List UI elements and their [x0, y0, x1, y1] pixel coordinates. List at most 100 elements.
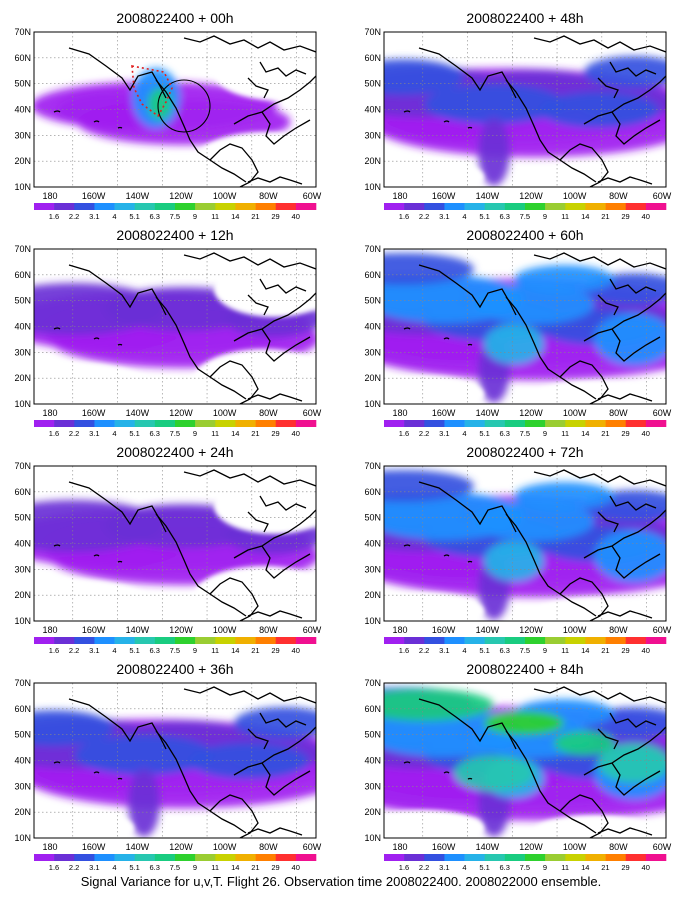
colorbar-label: 1.6 — [49, 863, 59, 872]
colorbar-label: 40 — [292, 212, 300, 221]
map-panel: 2008022400 + 60h 70N 60N 50N 40N 30N 20N 10N 180… — [364, 227, 671, 438]
colorbar-label: 5.1 — [129, 429, 139, 438]
colorbar-swatch — [384, 637, 405, 644]
longitude-label: 140W — [126, 842, 150, 852]
colorbar-label: 40 — [642, 646, 650, 655]
map-frame — [383, 248, 667, 405]
colorbar-swatch — [424, 854, 445, 861]
longitude-label: 120W — [519, 191, 543, 201]
latitude-label: 10N — [14, 616, 31, 626]
colorbar-label: 4 — [112, 646, 116, 655]
map-frame — [33, 682, 317, 839]
colorbar-swatch — [275, 203, 297, 210]
colorbar-swatch — [235, 203, 256, 210]
coastline — [53, 35, 316, 187]
latitude-label: 30N — [14, 347, 31, 357]
colorbar-swatch — [74, 203, 95, 210]
graticule — [384, 32, 666, 187]
colorbar-label: 21 — [251, 212, 259, 221]
latitude-label: 50N — [364, 513, 381, 523]
longitude-label: 160W — [432, 625, 456, 635]
colorbar-swatch — [195, 637, 216, 644]
colorbar-label: 21 — [251, 646, 259, 655]
colorbar-label: 6.3 — [149, 646, 159, 655]
latitude-label: 70N — [364, 461, 381, 471]
colorbar-swatch — [605, 637, 627, 644]
colorbar-label: 14 — [231, 212, 239, 221]
colorbar-swatch — [215, 420, 236, 427]
colorbar-swatch — [255, 854, 277, 861]
colorbar: 1.6 2.2 3.1 4 5.1 6.3 7.5 9 11 14 21 29 40 — [34, 203, 317, 221]
colorbar-swatch — [215, 854, 236, 861]
colorbar-swatch — [195, 854, 216, 861]
variance-shading — [384, 253, 666, 403]
colorbar-swatch — [384, 203, 405, 210]
colorbar-label: 11 — [561, 212, 569, 221]
longitude-label: 100W — [563, 408, 587, 418]
colorbar-swatch — [444, 420, 465, 427]
colorbar-swatch — [235, 420, 256, 427]
colorbar-swatch — [295, 420, 317, 427]
colorbar-swatch — [605, 203, 627, 210]
latitude-label: 50N — [364, 296, 381, 306]
latitude-label: 30N — [14, 781, 31, 791]
longitude-label: 100W — [563, 842, 587, 852]
colorbar-label: 6.3 — [499, 646, 509, 655]
colorbar-label: 14 — [581, 429, 589, 438]
longitude-label: 80W — [259, 842, 278, 852]
colorbar-label: 11 — [211, 863, 219, 872]
colorbar-label: 1.6 — [49, 429, 59, 438]
latitude-label: 30N — [364, 781, 381, 791]
latitude-label: 60N — [14, 53, 31, 63]
colorbar-swatch — [94, 203, 115, 210]
colorbar-swatch — [605, 854, 627, 861]
colorbar-label: 5.1 — [479, 863, 489, 872]
colorbar-swatch — [424, 420, 445, 427]
colorbar-swatch — [195, 420, 216, 427]
colorbar-label: 11 — [211, 212, 219, 221]
map-area — [34, 683, 316, 838]
colorbar-label: 1.6 — [49, 646, 59, 655]
longitude-label: 100W — [213, 191, 237, 201]
graticule — [34, 32, 316, 187]
longitude-label: 180 — [392, 625, 407, 635]
latitude-label: 30N — [14, 130, 31, 140]
longitude-label: 120W — [519, 842, 543, 852]
colorbar-swatch — [215, 203, 236, 210]
colorbar-label: 1.6 — [49, 212, 59, 221]
longitude-label: 140W — [476, 625, 500, 635]
colorbar-swatch — [114, 203, 136, 210]
colorbar-label: 9 — [193, 212, 197, 221]
latitude-label: 20N — [14, 373, 31, 383]
colorbar-label: 29 — [621, 863, 629, 872]
latitude-label: 50N — [14, 79, 31, 89]
graticule — [34, 683, 316, 838]
latitude-label: 20N — [364, 807, 381, 817]
colorbar-label: 29 — [271, 863, 279, 872]
colorbar-label: 2.2 — [419, 863, 429, 872]
latitude-label: 60N — [14, 270, 31, 280]
coastline — [53, 469, 316, 621]
map-panel: 2008022400 + 84h 70N 60N 50N 40N 30N 20N 10N 180… — [364, 661, 671, 872]
latitude-label: 60N — [364, 270, 381, 280]
longitude-label: 80W — [259, 625, 278, 635]
longitude-label: 60W — [303, 625, 322, 635]
observation-ring — [157, 79, 211, 133]
colorbar-label: 29 — [621, 646, 629, 655]
colorbar-swatch — [94, 854, 115, 861]
longitude-label: 120W — [169, 408, 193, 418]
longitude-label: 60W — [653, 191, 672, 201]
longitude-label: 180 — [392, 191, 407, 201]
colorbar-label: 11 — [561, 863, 569, 872]
colorbar-swatch — [215, 637, 236, 644]
colorbar-label: 3.1 — [439, 212, 449, 221]
longitude-label: 140W — [476, 408, 500, 418]
map-area — [384, 249, 666, 404]
map-area — [34, 249, 316, 404]
colorbar-swatch — [464, 854, 486, 861]
colorbar-label: 14 — [231, 646, 239, 655]
latitude-label: 50N — [14, 730, 31, 740]
colorbar-swatch — [625, 854, 647, 861]
longitude-label: 180 — [392, 842, 407, 852]
colorbar-label: 6.3 — [499, 429, 509, 438]
